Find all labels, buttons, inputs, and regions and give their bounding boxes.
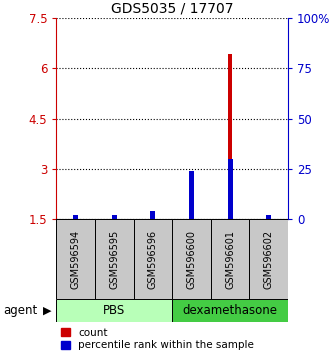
Title: GDS5035 / 17707: GDS5035 / 17707	[111, 1, 233, 15]
Legend: count, percentile rank within the sample: count, percentile rank within the sample	[62, 328, 254, 350]
Bar	[150, 211, 155, 219]
Text: GSM596600: GSM596600	[186, 230, 196, 289]
Text: GSM596602: GSM596602	[264, 230, 274, 289]
Bar	[73, 216, 78, 219]
FancyBboxPatch shape	[211, 219, 249, 299]
Bar	[228, 54, 232, 219]
Bar	[189, 173, 193, 219]
FancyBboxPatch shape	[56, 299, 172, 322]
FancyBboxPatch shape	[95, 219, 133, 299]
Bar	[151, 216, 155, 219]
Text: GSM596596: GSM596596	[148, 230, 158, 289]
FancyBboxPatch shape	[172, 299, 288, 322]
Text: GSM596601: GSM596601	[225, 230, 235, 289]
Bar	[112, 216, 117, 219]
Text: GSM596595: GSM596595	[109, 230, 119, 289]
Bar	[227, 159, 233, 219]
Text: PBS: PBS	[103, 304, 125, 317]
Text: agent: agent	[3, 304, 37, 317]
FancyBboxPatch shape	[172, 219, 211, 299]
Bar	[189, 171, 194, 219]
Text: GSM596594: GSM596594	[71, 230, 80, 289]
Text: dexamethasone: dexamethasone	[182, 304, 278, 317]
Text: ▶: ▶	[43, 306, 52, 316]
FancyBboxPatch shape	[56, 219, 95, 299]
FancyBboxPatch shape	[249, 219, 288, 299]
Bar	[266, 216, 271, 219]
FancyBboxPatch shape	[133, 219, 172, 299]
